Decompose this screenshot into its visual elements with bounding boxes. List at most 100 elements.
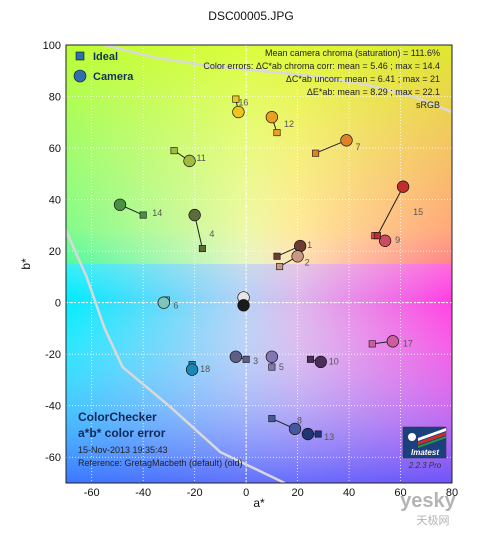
x-axis-label: a* bbox=[253, 496, 265, 510]
camera-marker bbox=[291, 250, 304, 263]
camera-marker bbox=[157, 296, 170, 309]
patch-number-label: 3 bbox=[253, 356, 258, 366]
camera-marker bbox=[378, 234, 392, 247]
patch-number-label: 9 bbox=[395, 235, 400, 245]
camera-marker bbox=[265, 110, 279, 124]
stats-line-2: Color errors: ΔC*ab chroma corr: mean = … bbox=[203, 61, 440, 71]
patch-number-label: 11 bbox=[197, 153, 206, 163]
stats-line-1: Mean camera chroma (saturation) = 111.6% bbox=[265, 48, 440, 58]
footer-text: ColorChecker a*b* color error 15-Nov-201… bbox=[78, 410, 243, 468]
patch-number-label: 7 bbox=[355, 142, 360, 152]
chart-title: DSC00005.JPG bbox=[208, 9, 293, 23]
camera-marker bbox=[386, 335, 399, 348]
ideal-marker bbox=[276, 263, 284, 271]
footer-line-3: 15-Nov-2013 19:35:43 bbox=[78, 445, 168, 455]
y-tick-label: -20 bbox=[45, 349, 61, 361]
grid bbox=[66, 44, 453, 483]
x-tick-label: 0 bbox=[243, 487, 249, 499]
patch-number-label: 5 bbox=[279, 362, 284, 372]
ideal-marker bbox=[198, 245, 206, 253]
patch-number-label: 2 bbox=[305, 257, 310, 267]
ideal-marker bbox=[139, 211, 147, 219]
watermark-text: yesky bbox=[400, 490, 456, 512]
camera-marker bbox=[188, 208, 201, 222]
legend-ideal-marker bbox=[75, 51, 85, 61]
legend: Ideal Camera bbox=[73, 51, 134, 83]
y-tick-label: 0 bbox=[55, 298, 61, 310]
legend-camera-marker bbox=[73, 69, 87, 83]
camera-marker bbox=[237, 299, 250, 312]
footer-line-4: Reference: GretagMacbeth (default) (old) bbox=[78, 458, 243, 468]
imatest-logo: Imatest 2.2.3 Pro bbox=[402, 426, 447, 470]
camera-marker bbox=[113, 198, 127, 211]
plot-frame bbox=[65, 44, 453, 484]
camera-marker bbox=[314, 355, 327, 369]
axis-ticks: -60 -40 -20 0 20 40 60 80 -60 -40 -20 0 20 40 60 80 100 bbox=[43, 40, 458, 499]
x-tick-label: -40 bbox=[135, 487, 151, 499]
footer-line-1: ColorChecker bbox=[78, 410, 157, 424]
stats-box: Mean camera chroma (saturation) = 111.6%… bbox=[203, 48, 440, 110]
x-tick-label: 60 bbox=[394, 487, 406, 499]
patch-number-label: 10 bbox=[329, 357, 339, 367]
gamut-upper-curve bbox=[104, 45, 452, 114]
camera-marker bbox=[288, 422, 302, 436]
patch-number-label: 16 bbox=[238, 98, 248, 108]
patch-number-label: 18 bbox=[200, 364, 210, 374]
ideal-marker bbox=[268, 415, 276, 423]
footer-line-2: a*b* color error bbox=[78, 426, 166, 440]
ideal-marker bbox=[373, 232, 381, 240]
patch-number-label: 15 bbox=[413, 207, 423, 217]
y-axis-label: b* bbox=[19, 258, 33, 270]
x-tick-label: -60 bbox=[84, 487, 100, 499]
watermark: yesky 天极网 bbox=[400, 490, 456, 527]
x-tick-label: 80 bbox=[446, 487, 458, 499]
stats-line-5: sRGB bbox=[416, 100, 440, 110]
y-tick-label: 40 bbox=[49, 195, 61, 207]
camera-marker bbox=[340, 134, 353, 147]
camera-marker bbox=[183, 154, 196, 168]
y-tick-label: 80 bbox=[49, 92, 61, 104]
logo-name: Imatest bbox=[411, 448, 439, 457]
ideal-marker bbox=[368, 340, 376, 348]
error-line bbox=[376, 186, 404, 236]
legend-camera-label: Camera bbox=[93, 71, 134, 83]
watermark-sub: 天极网 bbox=[417, 513, 450, 527]
patch-number-label: 12 bbox=[284, 119, 294, 129]
ideal-marker bbox=[314, 430, 322, 438]
patch-number-label: 14 bbox=[152, 208, 162, 218]
camera-marker bbox=[294, 239, 307, 253]
srgb-gamut-curve bbox=[66, 45, 452, 483]
ideal-marker bbox=[273, 129, 281, 137]
y-tick-label: 100 bbox=[43, 40, 61, 52]
y-tick-label: -40 bbox=[45, 401, 61, 413]
ideal-marker bbox=[306, 355, 314, 363]
plot-background bbox=[66, 45, 452, 483]
stats-line-4: ΔE*ab: mean = 8.29 ; max = 22.1 bbox=[307, 87, 440, 97]
x-tick-label: 40 bbox=[343, 487, 355, 499]
y-tick-label: 20 bbox=[49, 246, 61, 258]
ideal-marker bbox=[312, 149, 320, 157]
legend-ideal-label: Ideal bbox=[93, 51, 118, 63]
x-tick-label: 20 bbox=[291, 487, 303, 499]
patch-number-label: 13 bbox=[324, 432, 334, 442]
patch-number-label: 17 bbox=[403, 339, 413, 349]
ideal-marker bbox=[268, 363, 276, 371]
patch-number-label: 6 bbox=[173, 300, 178, 310]
ideal-marker bbox=[242, 355, 250, 363]
camera-marker bbox=[301, 427, 315, 441]
patch-number-label: 4 bbox=[209, 229, 214, 239]
ideal-marker bbox=[170, 147, 178, 155]
logo-version: 2.2.3 Pro bbox=[408, 461, 442, 470]
ideal-marker bbox=[273, 252, 281, 260]
camera-marker bbox=[265, 350, 279, 363]
patch-number-label: 8 bbox=[297, 416, 302, 426]
camera-marker bbox=[185, 363, 199, 376]
y-tick-label: -60 bbox=[45, 452, 61, 464]
camera-marker bbox=[396, 180, 410, 193]
gamut-lower-curve bbox=[66, 229, 286, 483]
y-tick-label: 60 bbox=[49, 143, 61, 155]
camera-marker bbox=[232, 105, 245, 119]
camera-marker bbox=[229, 350, 242, 363]
